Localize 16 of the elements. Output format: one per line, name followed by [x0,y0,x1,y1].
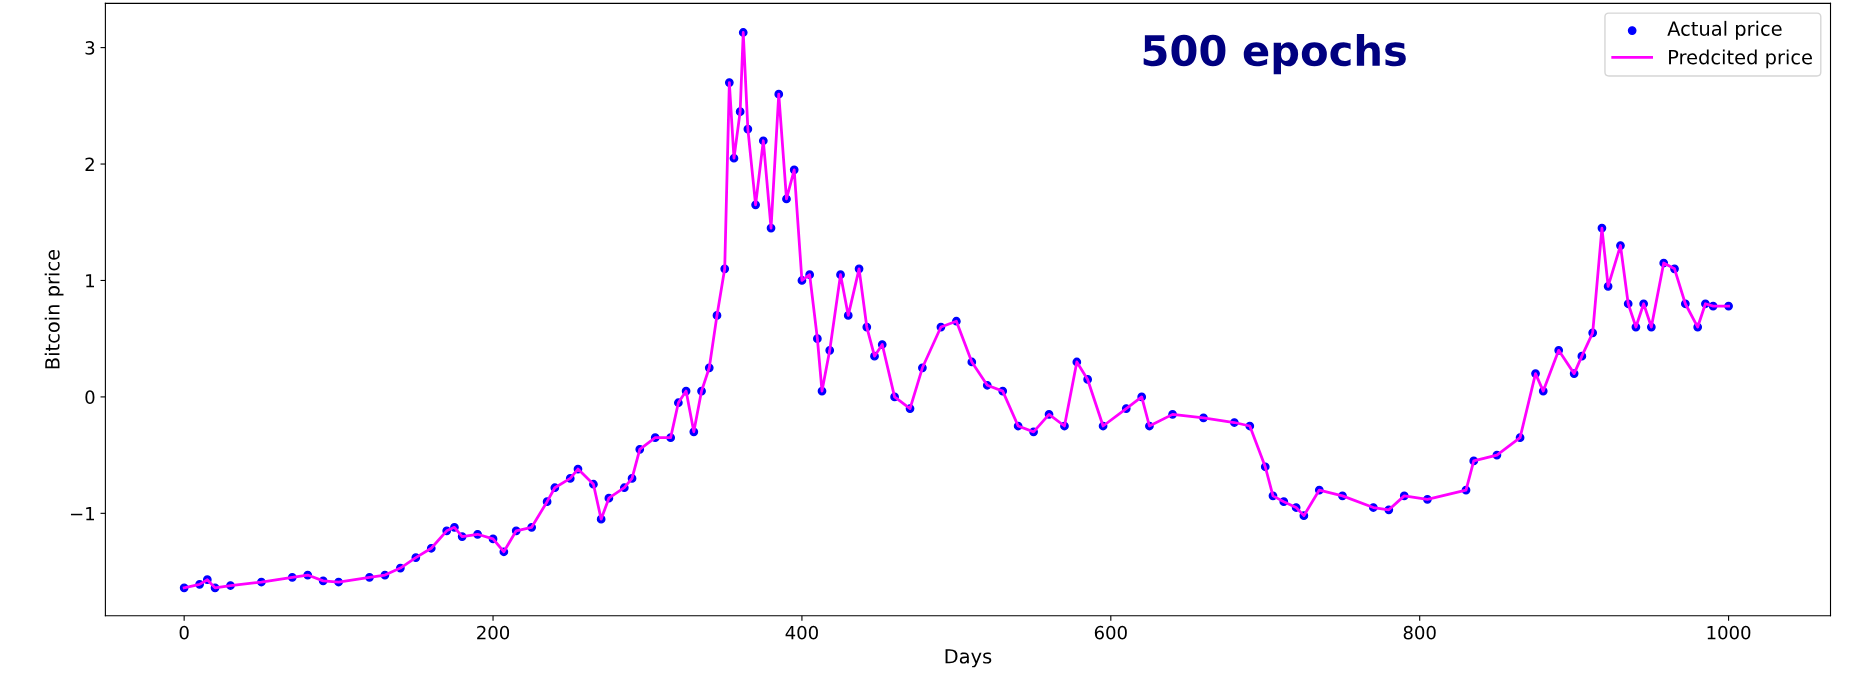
x-tick-label: 600 [1094,625,1127,640]
x-tick-label: 0 [179,625,189,640]
x-tick-label: 1000 [1707,625,1751,640]
y-tick-label: 2 [85,157,94,171]
y-axis-title: Bitcoin price [44,249,64,369]
y-tick-label: −1 [70,507,94,521]
x-tick-label: 400 [785,625,818,640]
y-tick-label: 1 [86,274,94,288]
x-tick-label: 800 [1403,625,1436,640]
legend-label: Predcited price [1669,49,1812,69]
x-axis-title: Days [945,649,992,668]
annotation: 500 epochs [1143,33,1406,75]
y-tick-label: 0 [85,390,95,405]
y-tick-label: 3 [85,41,95,55]
x-tick-label: 200 [477,625,510,640]
legend-label: Actual price [1667,20,1782,40]
